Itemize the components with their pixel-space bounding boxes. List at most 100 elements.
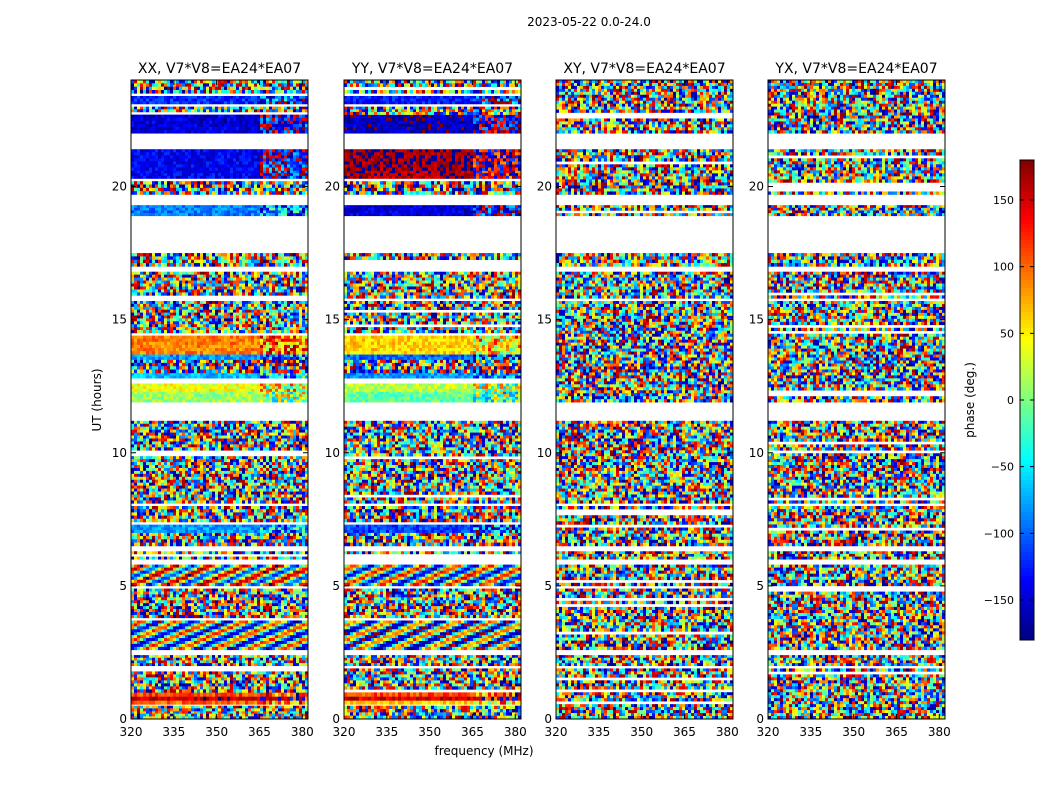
colorbar-segment: [1020, 196, 1034, 201]
colorbar-segment: [1020, 612, 1034, 617]
colorbar-segment: [1020, 320, 1034, 325]
y-tick-label: 5: [332, 579, 340, 593]
colorbar-segment: [1020, 376, 1034, 381]
colorbar-segment: [1020, 192, 1034, 197]
colorbar-segment: [1020, 272, 1034, 277]
colorbar-segment: [1020, 392, 1034, 397]
colorbar-segment: [1020, 276, 1034, 281]
panel-title: XY, V7*V8=EA24*EA07: [563, 61, 725, 77]
colorbar-segment: [1020, 632, 1034, 637]
colorbar-segment: [1020, 280, 1034, 285]
colorbar-segment: [1020, 336, 1034, 341]
colorbar-segment: [1020, 596, 1034, 601]
colorbar-segment: [1020, 496, 1034, 501]
colorbar-segment: [1020, 332, 1034, 337]
colorbar-segment: [1020, 348, 1034, 353]
colorbar-segment: [1020, 164, 1034, 169]
x-tick-label: 320: [120, 725, 143, 739]
colorbar-segment: [1020, 600, 1034, 605]
colorbar-segment: [1020, 184, 1034, 189]
colorbar-segment: [1020, 580, 1034, 585]
colorbar-segment: [1020, 592, 1034, 597]
colorbar-segment: [1020, 484, 1034, 489]
x-tick-label: 320: [545, 725, 568, 739]
colorbar-segment: [1020, 316, 1034, 321]
colorbar-segment: [1020, 400, 1034, 405]
x-tick-label: 380: [716, 725, 739, 739]
panel-frame: [343, 79, 522, 720]
colorbar-segment: [1020, 308, 1034, 313]
colorbar-segment: [1020, 616, 1034, 621]
colorbar-tick-label: 100: [993, 261, 1014, 274]
y-tick-label: 15: [325, 313, 340, 327]
panel-1: YY, V7*V8=EA24*EA07 320 335 350 365 380 0 5 10 15…: [325, 61, 527, 739]
colorbar-segment: [1020, 240, 1034, 245]
colorbar-segment: [1020, 416, 1034, 421]
colorbar-segment: [1020, 608, 1034, 613]
colorbar-segment: [1020, 228, 1034, 233]
colorbar-segment: [1020, 584, 1034, 589]
colorbar-segment: [1020, 428, 1034, 433]
panel-frame: [555, 79, 734, 720]
colorbar-segment: [1020, 260, 1034, 265]
x-tick-label: 380: [928, 725, 951, 739]
colorbar-segment: [1020, 512, 1034, 517]
y-tick-label: 20: [749, 180, 764, 194]
colorbar-segment: [1020, 248, 1034, 253]
colorbar-segment: [1020, 588, 1034, 593]
colorbar-segment: [1020, 548, 1034, 553]
colorbar-segment: [1020, 252, 1034, 257]
colorbar-segment: [1020, 464, 1034, 469]
colorbar-segment: [1020, 300, 1034, 305]
colorbar-segment: [1020, 244, 1034, 249]
colorbar-segment: [1020, 200, 1034, 205]
colorbar-segment: [1020, 256, 1034, 261]
colorbar-segment: [1020, 540, 1034, 545]
panel-data: [131, 80, 308, 719]
colorbar-segment: [1020, 356, 1034, 361]
x-axis-label: frequency (MHz): [434, 744, 533, 758]
panel-2: XY, V7*V8=EA24*EA07 320 335 350 365 380 0 5 10 15…: [537, 61, 739, 739]
x-tick-label: 350: [630, 725, 653, 739]
colorbar-segment: [1020, 448, 1034, 453]
colorbar-tick-label: −50: [991, 461, 1014, 474]
x-tick-label: 365: [248, 725, 271, 739]
colorbar-segment: [1020, 468, 1034, 473]
colorbar-segment: [1020, 268, 1034, 273]
colorbar-segment: [1020, 384, 1034, 389]
y-tick-label: 10: [325, 446, 340, 460]
colorbar-segment: [1020, 552, 1034, 557]
colorbar-segment: [1020, 204, 1034, 209]
colorbar-segment: [1020, 604, 1034, 609]
colorbar-segment: [1020, 160, 1034, 165]
colorbar-segment: [1020, 288, 1034, 293]
y-tick-label: 0: [544, 712, 552, 726]
colorbar-segment: [1020, 404, 1034, 409]
colorbar-segment: [1020, 380, 1034, 385]
x-tick-label: 335: [375, 725, 398, 739]
colorbar-segment: [1020, 460, 1034, 465]
colorbar-segment: [1020, 536, 1034, 541]
colorbar-segment: [1020, 424, 1034, 429]
colorbar-segment: [1020, 264, 1034, 269]
colorbar-segment: [1020, 372, 1034, 377]
colorbar-segment: [1020, 188, 1034, 193]
colorbar-segment: [1020, 492, 1034, 497]
panel-0: XX, V7*V8=EA24*EA07 320 335 350 365 380 0 5 10 15…: [112, 61, 314, 739]
colorbar-segment: [1020, 628, 1034, 633]
y-tick-label: 5: [119, 579, 127, 593]
colorbar-segment: [1020, 636, 1034, 641]
colorbar-segment: [1020, 556, 1034, 561]
colorbar-segment: [1020, 500, 1034, 505]
colorbar-segment: [1020, 296, 1034, 301]
colorbar-segment: [1020, 564, 1034, 569]
x-tick-label: 320: [757, 725, 780, 739]
panel-title: YX, V7*V8=EA24*EA07: [774, 61, 937, 77]
colorbar-segment: [1020, 364, 1034, 369]
colorbar-label: phase (deg.): [963, 362, 977, 438]
x-tick-label: 350: [842, 725, 865, 739]
colorbar-segment: [1020, 560, 1034, 565]
panel-title: YY, V7*V8=EA24*EA07: [351, 61, 513, 77]
y-tick-label: 5: [544, 579, 552, 593]
colorbar-tick-label: −150: [984, 594, 1014, 607]
